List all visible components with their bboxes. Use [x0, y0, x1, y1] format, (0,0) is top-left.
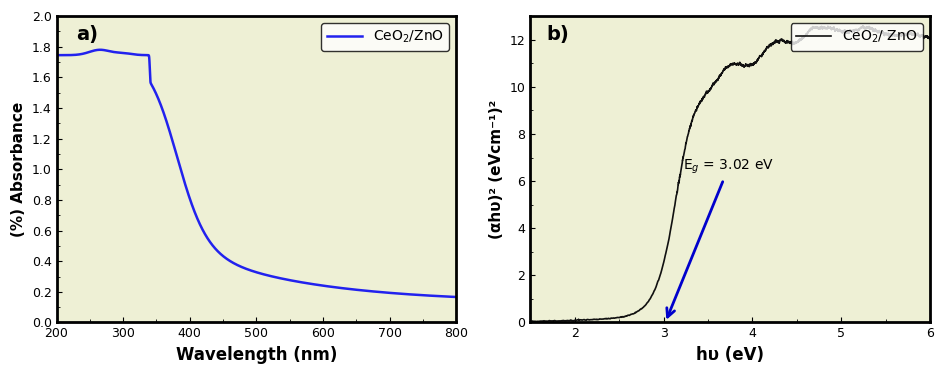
- Legend: CeO$_2$/ZnO: CeO$_2$/ZnO: [321, 23, 448, 51]
- Text: b): b): [546, 25, 568, 44]
- X-axis label: hυ (eV): hυ (eV): [696, 346, 764, 364]
- Legend: CeO$_2$/ ZnO: CeO$_2$/ ZnO: [790, 23, 922, 51]
- Text: a): a): [76, 25, 98, 44]
- Text: E$_g$ = 3.02 eV: E$_g$ = 3.02 eV: [666, 158, 773, 317]
- X-axis label: Wavelength (nm): Wavelength (nm): [176, 346, 337, 364]
- Y-axis label: (%) Absorbance: (%) Absorbance: [11, 102, 26, 237]
- Y-axis label: (αhυ)² (eVcm⁻¹)²: (αhυ)² (eVcm⁻¹)²: [488, 100, 503, 239]
